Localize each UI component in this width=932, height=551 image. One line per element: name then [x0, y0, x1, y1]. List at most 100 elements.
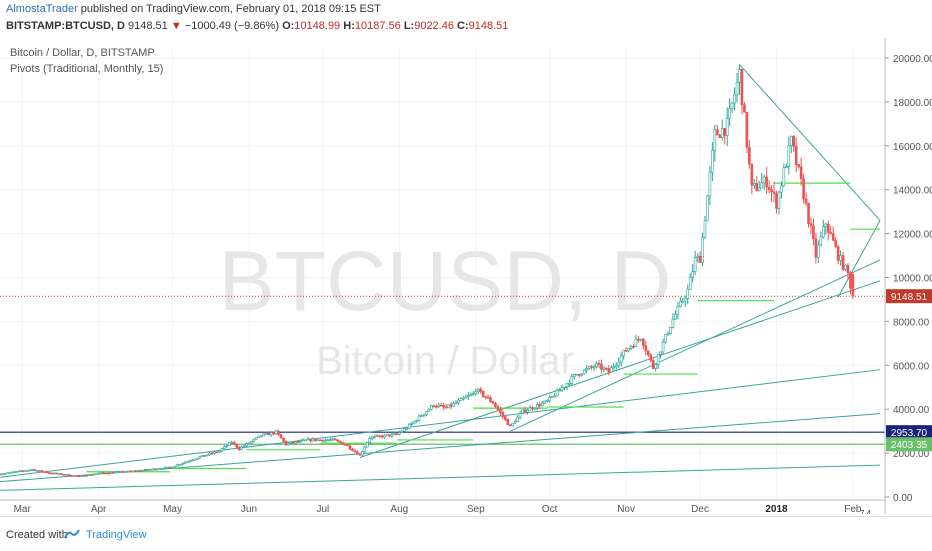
- candle-body: [777, 191, 781, 209]
- candle-body: [824, 223, 828, 227]
- candle-body: [730, 102, 734, 109]
- candle-body: [247, 442, 251, 445]
- candle-body: [545, 400, 549, 403]
- legend-indicator[interactable]: Pivots (Traditional, Monthly, 15): [10, 63, 164, 75]
- candle-body: [656, 354, 660, 365]
- candle-body: [47, 472, 51, 474]
- trendline[interactable]: [0, 464, 881, 491]
- candle-body: [383, 434, 386, 438]
- candle-body: [38, 470, 41, 472]
- candle-body: [516, 416, 519, 423]
- candle-body: [464, 396, 468, 399]
- candle-body: [499, 409, 502, 413]
- candle-body: [316, 439, 320, 442]
- candle-body: [245, 443, 248, 447]
- price-chart[interactable]: BTCUSD, D Bitcoin / Dollar 0.00 2000.00 40…: [0, 38, 932, 514]
- candle-body: [97, 472, 100, 475]
- candle-body: [40, 470, 44, 472]
- candle-body: [183, 461, 187, 464]
- candle-body: [602, 367, 606, 370]
- candle-body: [560, 387, 564, 391]
- level-price-label: 2953.70: [891, 428, 928, 439]
- candle-body: [62, 474, 66, 476]
- candle-body: [693, 257, 697, 272]
- candle-body: [240, 446, 243, 450]
- candle-body: [208, 452, 211, 456]
- candle-body: [533, 407, 537, 410]
- candle-body: [686, 289, 690, 299]
- candle-body: [230, 442, 234, 444]
- candle-body: [279, 434, 283, 439]
- candle-body: [654, 363, 657, 369]
- candle-body: [513, 421, 517, 424]
- candle-body: [176, 464, 179, 467]
- candle-body: [410, 422, 413, 425]
- candle-body: [237, 446, 241, 450]
- candle-body: [269, 432, 273, 436]
- candle-body: [521, 409, 524, 414]
- trendline[interactable]: [837, 220, 881, 298]
- time-axis[interactable]: Mar Apr May Jun Jul Aug Sep Oct Nov Dec 2018 Feb: [0, 499, 885, 514]
- author-link[interactable]: AlmostaTrader: [6, 3, 78, 15]
- candle-body: [619, 355, 623, 363]
- candle-body: [676, 306, 680, 315]
- candle-body: [57, 473, 61, 475]
- candle-body: [592, 366, 596, 369]
- down-arrow-icon: ▼: [170, 20, 182, 32]
- candle-body: [528, 407, 532, 411]
- candle-body: [669, 327, 672, 334]
- candle-body: [452, 403, 455, 407]
- trendline[interactable]: [739, 64, 881, 221]
- y-tick-label: 20000.00: [893, 54, 932, 65]
- candle-body: [674, 314, 677, 320]
- candle-body: [141, 469, 145, 472]
- candle-body: [447, 404, 450, 409]
- candle-body: [782, 167, 786, 187]
- chart-area[interactable]: BTCUSD, D Bitcoin / Dollar 0.00 2000.00 40…: [0, 38, 932, 514]
- candle-body: [109, 471, 113, 474]
- candle-body: [166, 466, 169, 469]
- candle-body: [284, 440, 288, 446]
- level-price-tag: [886, 289, 932, 304]
- candle-body: [94, 473, 98, 475]
- candles: [0, 64, 855, 478]
- y-tick-label: 6000.00: [893, 361, 930, 372]
- candle-body: [193, 458, 197, 461]
- candle-body: [511, 422, 515, 427]
- x-tick-label: Nov: [617, 504, 635, 514]
- candle-body: [538, 404, 542, 407]
- candle-body: [331, 438, 335, 441]
- candle-body: [420, 415, 423, 418]
- candle-body: [425, 411, 428, 415]
- candle-body: [299, 440, 303, 443]
- candle-body: [439, 404, 443, 407]
- candle-body: [622, 350, 625, 357]
- candle-body: [508, 424, 512, 427]
- candle-body: [250, 440, 253, 444]
- candle-body: [84, 475, 88, 477]
- candle-body: [395, 433, 399, 436]
- candle-body: [55, 472, 58, 475]
- candle-body: [491, 401, 495, 404]
- candle-body: [124, 471, 128, 473]
- tradingview-brand[interactable]: TradingView: [86, 529, 147, 541]
- candle-body: [580, 373, 584, 376]
- candle-body: [324, 439, 327, 442]
- x-tick-label: Feb: [844, 504, 862, 514]
- candle-body: [449, 404, 453, 407]
- candle-body: [787, 145, 791, 167]
- candle-body: [242, 445, 246, 448]
- candle-body: [373, 436, 376, 438]
- candle-body: [301, 439, 305, 442]
- candle-body: [755, 183, 759, 191]
- candle-body: [227, 442, 231, 447]
- trendline[interactable]: [359, 280, 881, 458]
- watermark-description: Bitcoin / Dollar: [316, 339, 574, 383]
- y-tick-label: 14000.00: [893, 186, 932, 197]
- candle-body: [294, 441, 298, 444]
- trendline[interactable]: [510, 259, 881, 432]
- candle-body: [442, 405, 445, 408]
- candle-body: [624, 350, 628, 352]
- trendline[interactable]: [0, 369, 881, 478]
- events-badge[interactable]: 7 4: [844, 509, 872, 514]
